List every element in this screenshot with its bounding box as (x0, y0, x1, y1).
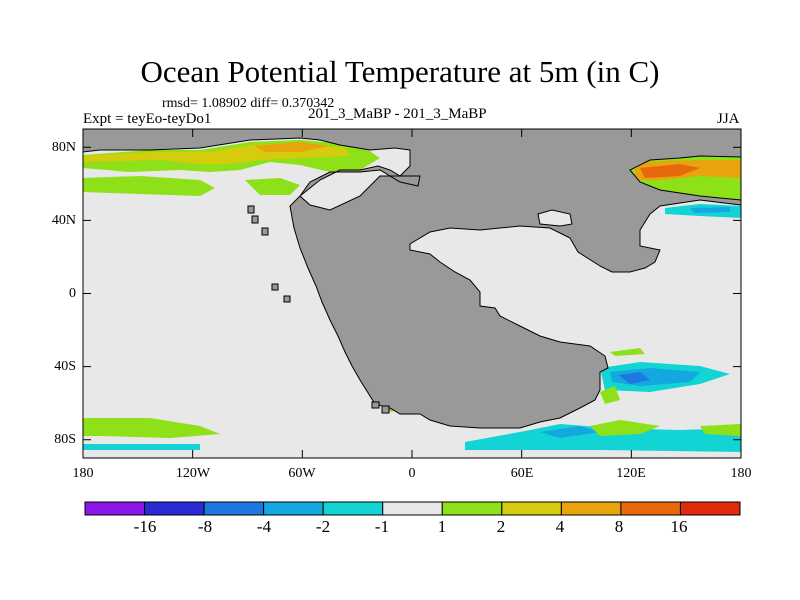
x-tick-label: 180 (72, 466, 94, 481)
anomaly-layer (83, 140, 741, 452)
anomaly-south-indian-cold-peak (618, 372, 650, 384)
colorbar-label: -2 (315, 517, 331, 536)
case-label: 201_3_MaBP - 201_3_MaBP (308, 106, 487, 122)
anomaly-arctic-east (83, 176, 215, 196)
colorbar-label: -16 (133, 517, 157, 536)
colorbar-label: -1 (374, 517, 390, 536)
anomaly-north-pacific-cold-core (690, 207, 730, 213)
colorbar-swatch (441, 501, 503, 516)
anomaly-south-indian-warm-2 (610, 348, 645, 356)
land-island-6 (371, 401, 380, 409)
colorbar-label: 16 (670, 517, 688, 536)
land-island-7 (381, 405, 390, 414)
colorbar-swatch (203, 501, 265, 516)
tick-marks (82, 129, 742, 458)
colorbar-label: 8 (614, 517, 624, 536)
anomaly-arctic-east-2 (245, 178, 300, 195)
anomaly-arctic-atlantic-warm-peak (255, 142, 330, 152)
anomaly-south-indian-warm (600, 386, 620, 404)
x-tick-label: 60E (510, 466, 534, 481)
y-tick-label: 0 (69, 286, 76, 301)
land-island-2 (251, 215, 259, 224)
x-tick-label: 120E (616, 466, 646, 481)
anomaly-far-south-cold (83, 444, 200, 450)
colorbar-label: 1 (437, 517, 447, 536)
colorbar-swatch (322, 501, 384, 516)
colorbar (84, 501, 741, 516)
colorbar-swatch (560, 501, 622, 516)
y-tick-label: 40S (54, 359, 76, 374)
y-tick-label: 80S (54, 432, 76, 447)
colorbar-label: 2 (496, 517, 506, 536)
land-layer (82, 128, 742, 429)
land-island-5 (283, 295, 291, 303)
land-island-4 (271, 283, 279, 291)
season-label: JJA (717, 111, 740, 127)
colorbar-swatch (382, 501, 443, 516)
colorbar-swatch (679, 501, 741, 516)
chart-title: Ocean Potential Temperature at 5m (in C) (140, 54, 660, 89)
land-island-3 (261, 227, 269, 236)
anomaly-arctic-pacific-warm-peak (640, 164, 700, 178)
colorbar-swatch (501, 501, 562, 516)
y-tick-label: 40N (51, 213, 76, 228)
inland-sea (537, 209, 573, 227)
colorbar-swatch (144, 501, 205, 516)
colorbar-swatch (263, 501, 324, 516)
x-tick-label: 60W (288, 466, 316, 481)
anomaly-southern-ocean-warm (83, 418, 220, 438)
colorbar-label: 4 (555, 517, 565, 536)
colorbar-swatch (84, 501, 146, 516)
experiment-label: Expt = teyEo-teyDo1 (83, 111, 212, 127)
anomaly-southern-ocean-warm-2 (590, 420, 660, 436)
y-tick-label: 80N (51, 140, 76, 155)
anomaly-southern-ocean-cold-core (540, 426, 600, 438)
anomaly-southern-ocean-cold (465, 424, 741, 452)
colorbar-label: -8 (197, 517, 213, 536)
land-island-1 (247, 205, 255, 214)
colorbar-swatch (620, 501, 681, 516)
anomaly-southern-ocean-warm-3 (700, 424, 741, 436)
land-north (82, 128, 742, 429)
rmsd-diff-label: rmsd= 1.08902 diff= 0.370342 (162, 96, 335, 111)
colorbar-label: -4 (256, 517, 272, 536)
x-tick-label: 120W (175, 466, 211, 481)
x-tick-label: 0 (408, 466, 416, 481)
x-tick-label: 180 (730, 466, 752, 481)
